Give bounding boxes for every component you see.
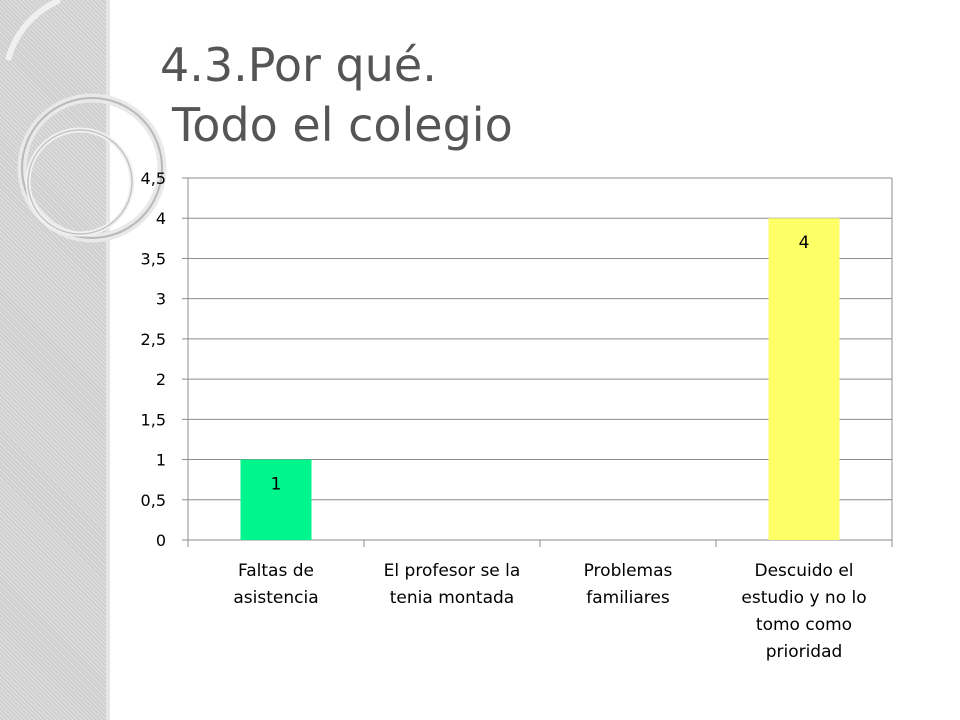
x-category-label-line: tenia montada: [390, 588, 514, 608]
x-category-label-line: tomo como: [756, 615, 852, 635]
y-tick-label: 2,5: [141, 330, 166, 349]
side-band-edge: [106, 0, 110, 720]
decorative-side-band: [0, 0, 106, 720]
x-category-label-line: El profesor se la: [384, 561, 521, 581]
bar: [240, 459, 312, 540]
x-category-label-line: Problemas: [584, 561, 673, 581]
y-tick-label: 4,5: [141, 169, 166, 188]
data-label: 4: [799, 233, 810, 253]
y-tick-label: 1: [156, 451, 166, 470]
x-category-label-line: Faltas de: [238, 561, 314, 581]
x-category-label: El profesor se la tenia montada: [384, 561, 521, 608]
x-category-label-line: asistencia: [233, 588, 318, 608]
y-tick-label: 3,5: [141, 249, 166, 268]
slide-title: 4.3.Por qué.: [160, 38, 437, 92]
y-tick-label: 4: [156, 209, 166, 228]
bar: [768, 218, 840, 540]
y-tick-label: 0,5: [141, 491, 166, 510]
y-tick-label: 1,5: [141, 410, 166, 429]
x-category-label-line: prioridad: [766, 642, 843, 662]
x-category-label: Descuido el estudio y no lo tomo como prior…: [741, 561, 866, 662]
data-label: 1: [271, 475, 282, 495]
y-tick-label: 0: [156, 531, 166, 550]
x-category-label: Faltas de asistencia: [233, 561, 318, 608]
y-tick-label: 2: [156, 370, 166, 389]
x-category-label-line: Descuido el: [754, 561, 853, 581]
y-tick-label: 3: [156, 290, 166, 309]
x-category-label-line: estudio y no lo: [741, 588, 866, 608]
x-category-label-line: familiares: [586, 588, 670, 608]
x-category-label: Problemas familiares: [584, 561, 673, 608]
decorative-rings: [5, 0, 167, 243]
slide-subtitle: Todo el colegio: [172, 98, 513, 152]
